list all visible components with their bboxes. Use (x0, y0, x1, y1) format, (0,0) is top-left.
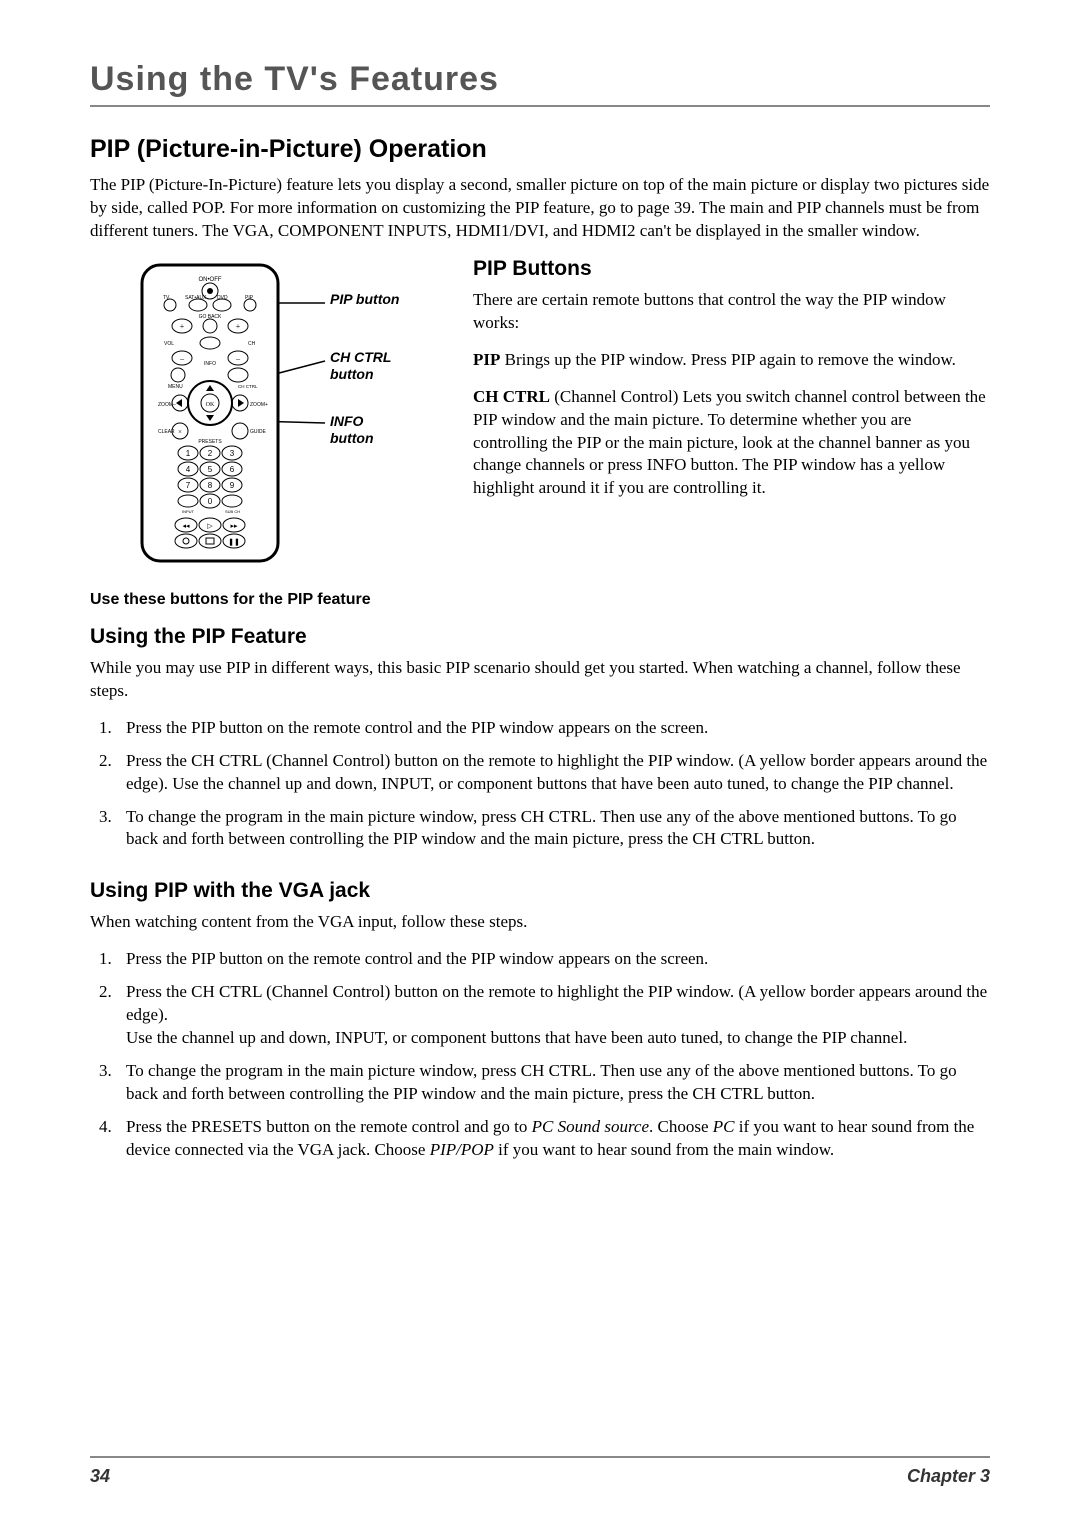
page-footer: 34 Chapter 3 (90, 1456, 990, 1487)
svg-text:ZOOM–: ZOOM– (158, 402, 176, 408)
svg-text:5: 5 (208, 465, 213, 474)
callout-pip-text: PIP button (330, 291, 399, 307)
svg-text:PRESETS: PRESETS (198, 439, 222, 445)
section-heading: PIP (Picture-in-Picture) Operation (90, 135, 990, 164)
pip-label: PIP (473, 350, 500, 369)
pip-buttons-heading: PIP Buttons (473, 257, 990, 281)
svg-text:×: × (178, 428, 182, 436)
svg-text:OK: OK (206, 402, 215, 408)
list-item: Press the CH CTRL (Channel Control) butt… (116, 981, 990, 1050)
svg-text:▷: ▷ (207, 522, 213, 530)
svg-text:9: 9 (230, 481, 235, 490)
chctrl-label: CH CTRL (473, 387, 550, 406)
section-intro: The PIP (Picture-In-Picture) feature let… (90, 174, 990, 243)
svg-text:3: 3 (230, 449, 235, 458)
svg-text:▸▸: ▸▸ (230, 522, 238, 530)
svg-text:GUIDE: GUIDE (250, 429, 267, 435)
callout-pip: PIP button (330, 291, 399, 308)
svg-text:◂◂: ◂◂ (182, 522, 190, 530)
svg-text:CH: CH (248, 341, 256, 347)
svg-text:PIP: PIP (245, 295, 254, 301)
svg-text:7: 7 (186, 481, 191, 490)
svg-text:TV: TV (163, 295, 170, 301)
page-title: Using the TV's Features (90, 60, 990, 99)
step4-end: if you want to hear sound from the main … (494, 1140, 834, 1159)
list-item: Press the PRESETS button on the remote c… (116, 1116, 990, 1162)
using-vga-heading: Using PIP with the VGA jack (90, 879, 990, 903)
svg-text:MENU: MENU (168, 384, 183, 390)
using-pip-steps: Press the PIP button on the remote contr… (90, 717, 990, 852)
svg-text:+: + (236, 322, 241, 331)
page-number: 34 (90, 1466, 110, 1487)
svg-text:INFO: INFO (204, 361, 216, 367)
svg-text:INPUT: INPUT (182, 509, 195, 514)
using-vga-intro: When watching content from the VGA input… (90, 911, 990, 934)
pip-text: Brings up the PIP window. Press PIP agai… (500, 350, 956, 369)
callout-info: INFO button (330, 413, 410, 447)
spacer (90, 861, 990, 879)
pip-buttons-column: PIP Buttons There are certain remote but… (473, 257, 990, 609)
using-vga-steps: Press the PIP button on the remote contr… (90, 948, 990, 1162)
list-item: Press the CH CTRL (Channel Control) butt… (116, 750, 990, 796)
remote-icon: ON•OFF TV SAT•AUX DVD PIP GO BACK + + VO… (140, 263, 280, 563)
chctrl-desc: CH CTRL (Channel Control) Lets you switc… (473, 386, 990, 501)
chapter-label: Chapter 3 (907, 1466, 990, 1487)
svg-text:1: 1 (186, 449, 191, 458)
title-rule (90, 105, 990, 107)
pip-buttons-intro: There are certain remote buttons that co… (473, 289, 990, 335)
svg-text:6: 6 (230, 465, 235, 474)
figure-column: ON•OFF TV SAT•AUX DVD PIP GO BACK + + VO… (90, 257, 445, 609)
svg-text:2: 2 (208, 449, 213, 458)
svg-text:SUB CH: SUB CH (225, 509, 240, 514)
svg-text:ON•OFF: ON•OFF (198, 277, 221, 283)
callout-chctrl: CH CTRL button (330, 349, 410, 383)
callout-info-text: INFO button (330, 413, 374, 446)
svg-text:+: + (180, 322, 185, 331)
step4-i2: PC (713, 1117, 735, 1136)
svg-text:VOL: VOL (164, 341, 174, 347)
svg-text:0: 0 (208, 497, 213, 506)
step4-i1: PC Sound source (532, 1117, 649, 1136)
list-item: Press the PIP button on the remote contr… (116, 948, 990, 971)
list-item: To change the program in the main pictur… (116, 806, 990, 852)
footer-rule (90, 1456, 990, 1458)
figure-caption: Use these buttons for the PIP feature (90, 591, 445, 609)
svg-text:❚❚: ❚❚ (228, 538, 240, 546)
svg-text:ZOOM+: ZOOM+ (250, 402, 268, 408)
step4-i3: PIP/POP (430, 1140, 494, 1159)
figure-and-text: ON•OFF TV SAT•AUX DVD PIP GO BACK + + VO… (90, 257, 990, 609)
step4-m1: . Choose (649, 1117, 713, 1136)
using-pip-heading: Using the PIP Feature (90, 625, 990, 649)
svg-text:CLEAR: CLEAR (158, 429, 175, 435)
chctrl-text: (Channel Control) Lets you switch channe… (473, 387, 986, 498)
svg-text:4: 4 (186, 465, 191, 474)
svg-text:8: 8 (208, 481, 213, 490)
svg-text:CH CTRL: CH CTRL (238, 384, 258, 389)
callout-chctrl-text: CH CTRL button (330, 349, 391, 382)
remote-figure: ON•OFF TV SAT•AUX DVD PIP GO BACK + + VO… (90, 263, 410, 583)
pip-desc: PIP Brings up the PIP window. Press PIP … (473, 349, 990, 372)
svg-text:SAT•AUX: SAT•AUX (185, 295, 207, 301)
using-pip-intro: While you may use PIP in different ways,… (90, 657, 990, 703)
svg-text:DVD: DVD (217, 295, 228, 301)
list-item: To change the program in the main pictur… (116, 1060, 990, 1106)
footer-row: 34 Chapter 3 (90, 1466, 990, 1487)
step4-pre: Press the PRESETS button on the remote c… (126, 1117, 532, 1136)
list-item: Press the PIP button on the remote contr… (116, 717, 990, 740)
